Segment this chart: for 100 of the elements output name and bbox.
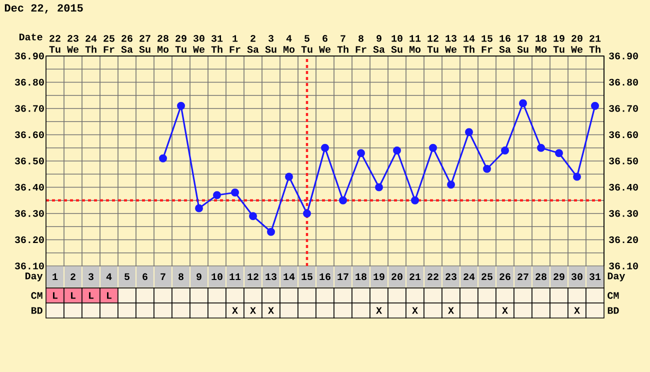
x-tick-label: 16 — [320, 273, 330, 280]
point — [465, 128, 474, 136]
x-tick-label: 17 — [338, 273, 348, 280]
text: 30 We — [193, 35, 205, 53]
text: 28 Mo — [157, 35, 169, 53]
text: X — [376, 307, 382, 314]
y-tick-label: 36.60 — [14, 131, 44, 138]
point — [249, 212, 258, 220]
text: Day — [608, 272, 626, 282]
y-tick-label: 36.40 — [14, 184, 44, 191]
point — [447, 180, 456, 189]
x-tick-label: 8 — [178, 273, 184, 280]
text: 26 Sa — [121, 35, 133, 53]
text: 15 Fr — [482, 35, 492, 53]
text: X — [574, 307, 580, 314]
text: 10 Su — [391, 35, 402, 53]
x-tick-label: 12 — [248, 273, 258, 280]
text: 1 Fr — [230, 35, 240, 53]
text: L — [71, 292, 76, 299]
x-tick-label: 24 — [464, 273, 475, 280]
x-tick-label: 6 — [142, 273, 148, 280]
x-tick-label: 26 — [500, 273, 510, 280]
x-tick-label: 15 — [302, 273, 312, 280]
x-tick-label: 4 — [106, 273, 112, 280]
x-tick-label: 28 — [536, 273, 546, 280]
x-tick-label: 13 — [266, 273, 276, 280]
point — [303, 210, 312, 218]
point — [231, 188, 240, 196]
text: 19 Tu — [553, 35, 564, 53]
y-tick-label: 36.70 — [14, 105, 44, 112]
x-tick-label: 7 — [160, 273, 166, 280]
text: 3 Su — [265, 35, 276, 53]
text: 31 Th — [211, 35, 223, 53]
text: L — [53, 292, 58, 299]
x-tick-label: 22 — [428, 273, 438, 280]
x-tick-label: 14 — [284, 273, 295, 280]
x-tick-label: 1 — [52, 273, 58, 280]
text: X — [412, 307, 418, 314]
x-tick-label: 5 — [124, 273, 130, 280]
text: 6 We — [319, 35, 331, 53]
x-tick-label: 18 — [356, 273, 366, 280]
text: 29 Tu — [175, 35, 186, 53]
point — [195, 204, 203, 212]
text: 11 Mo — [409, 35, 421, 53]
point — [285, 172, 293, 181]
text: 27 Su — [139, 35, 150, 53]
text: 16 Sa — [499, 35, 511, 53]
text: 8 Fr — [356, 35, 366, 53]
point — [537, 144, 546, 152]
y-tick-label: 36.20 — [14, 236, 44, 244]
x-axis-title: Day — [25, 272, 43, 282]
text: 24 Th — [85, 35, 97, 53]
chart-title: Dec 22, 2015 — [4, 4, 83, 14]
text: 7 Th — [337, 35, 348, 53]
x-tick-label: 2 — [70, 273, 76, 280]
x-tick-label: 20 — [392, 273, 402, 280]
x-tick-label: 31 — [589, 273, 601, 280]
x-tick-label: 3 — [88, 273, 94, 280]
text: X — [250, 307, 256, 314]
point — [159, 154, 168, 162]
text: 14 Th — [463, 35, 475, 53]
text: 12 Tu — [427, 35, 438, 53]
text: 25 Fr — [104, 35, 114, 53]
text: 18 Mo — [535, 35, 547, 53]
text: 2 Sa — [247, 35, 259, 53]
point — [429, 144, 438, 152]
point — [573, 172, 582, 181]
point — [357, 149, 366, 158]
point — [411, 196, 420, 204]
text: L — [89, 292, 94, 299]
x-tick-label: 30 — [571, 273, 582, 280]
text: 22 Tu — [49, 35, 60, 53]
text: 5 Tu — [301, 35, 312, 53]
y-tick-label: 36.30 — [14, 210, 44, 217]
text: 13 We — [445, 35, 457, 53]
point — [519, 99, 528, 108]
point — [555, 149, 564, 158]
x-tick-label: 23 — [446, 273, 456, 280]
y-tick-label: 36.80 — [14, 78, 44, 86]
point — [339, 196, 348, 204]
y-tick-label: 36.10 — [14, 262, 44, 270]
point — [177, 102, 185, 110]
point — [483, 164, 492, 173]
x-tick-label: 27 — [518, 273, 528, 280]
point — [393, 146, 402, 154]
x-tick-label: 21 — [410, 273, 421, 280]
y-tick-label: 36.90 — [14, 52, 44, 60]
point — [267, 228, 276, 236]
text: L — [107, 292, 112, 299]
x-tick-label: 9 — [196, 273, 202, 280]
point — [591, 102, 600, 110]
point — [321, 144, 330, 152]
text: 23 We — [67, 35, 79, 53]
x-tick-label: 10 — [212, 273, 222, 280]
x-tick-label: 25 — [482, 273, 492, 280]
text: 9 Sa — [373, 35, 385, 53]
text: 21 Th — [589, 35, 601, 53]
x-tick-label: 11 — [230, 273, 241, 280]
text: X — [232, 307, 238, 314]
point — [501, 146, 510, 154]
